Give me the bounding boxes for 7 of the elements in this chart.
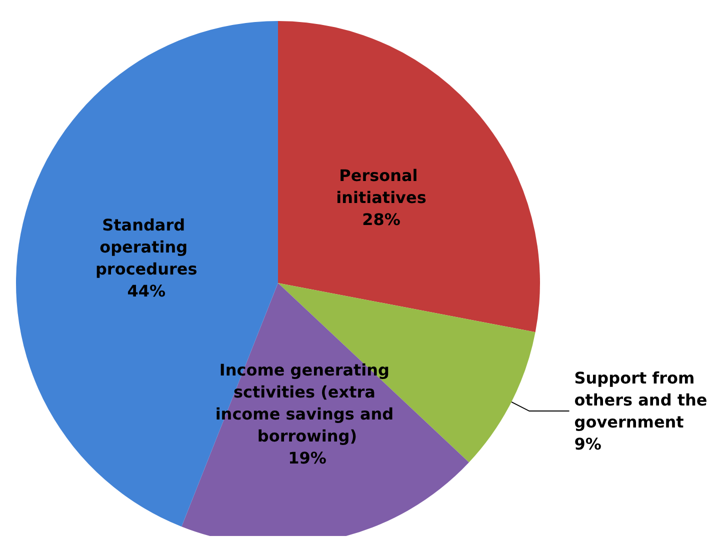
data-label: 28%: [362, 210, 400, 230]
slice-label: Standard operating procedures: [95, 215, 198, 278]
data-label: 19%: [288, 448, 326, 468]
data-label: 44%: [127, 281, 166, 300]
data-label: 9%: [574, 434, 602, 454]
slice-label: Personal initiatives: [336, 166, 426, 208]
slice-label: Support from others and the government: [574, 368, 713, 432]
